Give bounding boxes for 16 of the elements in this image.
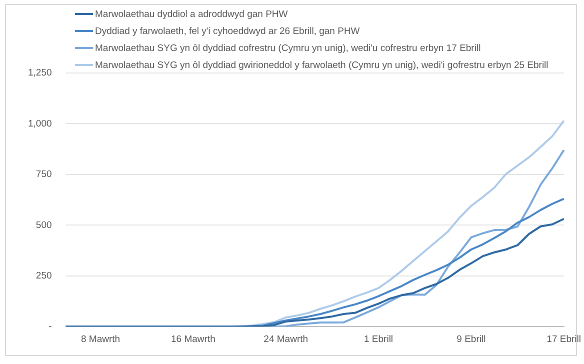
y-tick-label: 500	[36, 220, 52, 231]
y-tick-label: -	[48, 321, 52, 332]
x-tick-label: 24 Mawrth	[264, 334, 308, 345]
x-tick-label: 9 Ebrill	[456, 334, 486, 345]
x-tick-label: 1 Ebrill	[364, 334, 394, 345]
text: 1,250	[28, 68, 52, 79]
legend-label: Marwolaethau dyddiol a adroddwyd gan PHW	[95, 9, 288, 20]
x-tick-label: 17 Ebrill	[546, 334, 582, 345]
legend-label: Marwolaethau SYG yn ôl dyddiad gwirioneddol y farwolaeth (Cymru yn unig), wedi'i gofrestru erbyn 25 Ebrill	[95, 60, 548, 71]
y-tick-label: 750	[36, 169, 52, 180]
legend-label: Dyddiad y farwolaeth, fel y'i cyhoeddwyd ar 26 Ebrill, gan PHW	[95, 26, 360, 37]
x-tick-label: 8 Mawrth	[80, 334, 120, 345]
x-tick-label: 16 Mawrth	[171, 334, 216, 345]
y-tick-label: 250	[36, 270, 52, 282]
legend-label: Marwolaethau SYG yn ôl dyddiad cofrestru (Cymru yn unig), wedi'u cofrestru erbyn 17 Ebrill	[95, 43, 481, 54]
text: 1,000	[28, 118, 52, 130]
